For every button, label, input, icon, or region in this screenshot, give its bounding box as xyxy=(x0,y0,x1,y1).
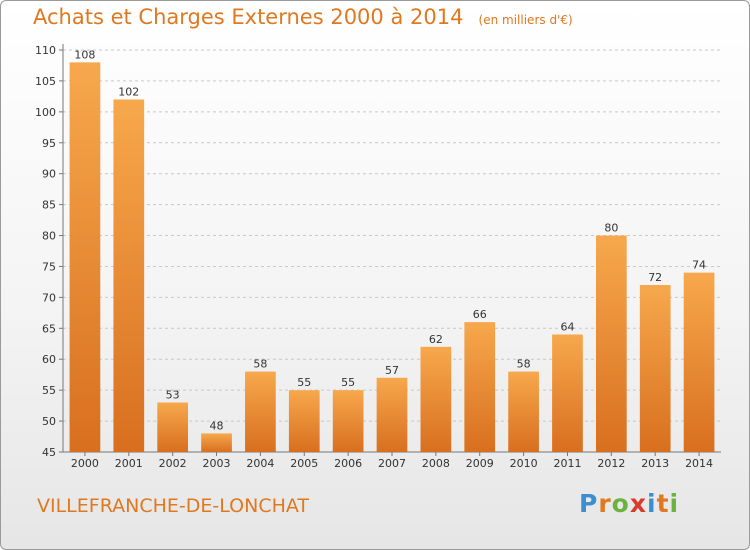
bar-2014 xyxy=(683,272,715,452)
y-tick-label: 90 xyxy=(42,168,56,181)
axes: 45 50 55 60 65 70 75 80 85 90 95 100 105 110 2000 2001 2… xyxy=(35,44,721,470)
x-tick-label-2011: 2011 xyxy=(553,457,581,470)
bar-2009 xyxy=(464,322,496,452)
bar-2006 xyxy=(332,390,364,452)
data-label-2013: 72 xyxy=(648,271,662,284)
x-tick-label-2007: 2007 xyxy=(378,457,406,470)
y-tick-label: 65 xyxy=(42,322,56,335)
data-label-2003: 48 xyxy=(210,419,224,432)
x-tick-label-2001: 2001 xyxy=(115,457,143,470)
x-tick-label-2005: 2005 xyxy=(290,457,318,470)
data-label-2001: 102 xyxy=(118,85,139,98)
y-tick-label: 85 xyxy=(42,199,56,212)
bar-2010 xyxy=(508,371,539,452)
bar-2012 xyxy=(595,235,627,452)
logo-letter: P xyxy=(579,489,599,518)
data-label-2002: 53 xyxy=(166,389,180,402)
y-tick-label: 105 xyxy=(35,75,56,88)
data-label-2004: 58 xyxy=(253,358,267,371)
y-tick-label: 80 xyxy=(42,230,56,243)
x-tick-label-2003: 2003 xyxy=(203,457,231,470)
x-tick-label-2002: 2002 xyxy=(159,457,187,470)
data-label-2010: 58 xyxy=(517,358,531,371)
x-tick-label-2013: 2013 xyxy=(641,457,669,470)
bar-2005 xyxy=(288,390,320,452)
bar-2002 xyxy=(157,402,189,452)
x-tick-label-2012: 2012 xyxy=(597,457,625,470)
y-tick-label: 110 xyxy=(35,44,56,57)
bar-2013 xyxy=(639,285,671,452)
y-tick-label: 55 xyxy=(42,384,56,397)
x-tick-label-2008: 2008 xyxy=(422,457,450,470)
y-tick-label: 70 xyxy=(42,291,56,304)
data-label-2009: 66 xyxy=(473,308,487,321)
data-label-2008: 62 xyxy=(429,333,443,346)
x-tick-label-2000: 2000 xyxy=(71,457,99,470)
y-tick-label: 75 xyxy=(42,260,56,273)
y-tick-label: 95 xyxy=(42,137,56,150)
data-label-2014: 74 xyxy=(692,259,706,272)
y-tick-label: 60 xyxy=(42,353,56,366)
bar-2007 xyxy=(376,377,408,452)
x-tick-label-2006: 2006 xyxy=(334,457,362,470)
x-tick-label-2004: 2004 xyxy=(246,457,274,470)
bar-2011 xyxy=(552,334,583,452)
y-tick-label: 100 xyxy=(35,106,56,119)
bar-2003 xyxy=(201,433,232,452)
data-label-2000: 108 xyxy=(74,48,95,61)
bars xyxy=(69,62,715,452)
bar-2000 xyxy=(69,62,101,452)
logo-letter: r xyxy=(598,489,612,518)
logo-letter: o xyxy=(611,489,630,518)
chart-unit-note: (en milliers d'€) xyxy=(478,13,573,27)
x-tick-label-2009: 2009 xyxy=(466,457,494,470)
logo-letter: x xyxy=(629,489,647,518)
chart-title-text: Achats et Charges Externes 2000 à 2014 xyxy=(33,5,464,29)
logo-letter: i xyxy=(647,489,657,518)
bar-2004 xyxy=(245,371,276,452)
logo-letter: i xyxy=(669,489,680,518)
commune-name: VILLEFRANCHE-DE-LONCHAT xyxy=(37,495,310,517)
data-labels: 108 102 53 48 58 55 55 57 62 66 58 64 80 72 74 xyxy=(74,48,706,432)
y-tick-label: 45 xyxy=(42,446,56,459)
x-tick-label-2010: 2010 xyxy=(510,457,538,470)
data-label-2005: 55 xyxy=(297,376,311,389)
bar-2001 xyxy=(113,99,145,452)
data-label-2012: 80 xyxy=(604,222,618,235)
bar-2008 xyxy=(420,346,452,452)
data-label-2007: 57 xyxy=(385,364,399,377)
data-label-2011: 64 xyxy=(560,320,574,333)
x-tick-label-2014: 2014 xyxy=(685,457,713,470)
y-tick-label: 50 xyxy=(42,415,56,428)
logo-letter: t xyxy=(656,489,670,518)
chart-title: Achats et Charges Externes 2000 à 2014 (… xyxy=(33,5,573,29)
proxiti-logo: Proxiti xyxy=(579,489,679,518)
data-label-2006: 55 xyxy=(341,376,355,389)
